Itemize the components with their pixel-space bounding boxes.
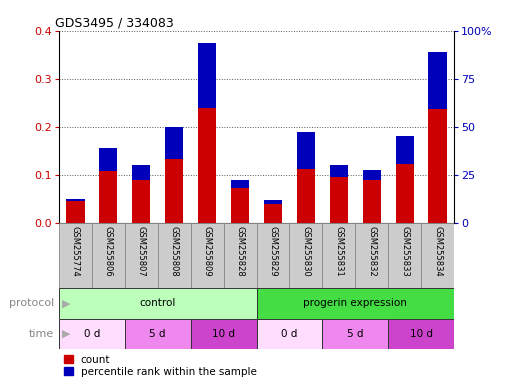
Bar: [264, 200, 282, 204]
Text: 10 d: 10 d: [409, 329, 432, 339]
Text: GSM255807: GSM255807: [137, 226, 146, 277]
Bar: [198, 43, 216, 223]
Bar: [256, 288, 454, 319]
Bar: [132, 165, 150, 223]
Text: 0 d: 0 d: [84, 329, 100, 339]
Bar: [289, 223, 322, 288]
Bar: [198, 43, 216, 108]
Text: ▶: ▶: [62, 298, 70, 308]
Text: 0 d: 0 d: [281, 329, 298, 339]
Text: time: time: [29, 329, 54, 339]
Text: GSM255832: GSM255832: [367, 226, 376, 277]
Bar: [165, 127, 183, 159]
Text: GSM255774: GSM255774: [71, 226, 80, 277]
Bar: [224, 223, 256, 288]
Bar: [191, 319, 256, 349]
Bar: [264, 200, 282, 223]
Bar: [256, 319, 322, 349]
Text: 5 d: 5 d: [149, 329, 166, 339]
Bar: [100, 148, 117, 223]
Text: GSM255833: GSM255833: [400, 226, 409, 277]
Text: control: control: [140, 298, 176, 308]
Bar: [59, 288, 256, 319]
Bar: [297, 131, 315, 223]
Bar: [59, 319, 125, 349]
Bar: [396, 136, 413, 164]
Bar: [191, 223, 224, 288]
Bar: [132, 165, 150, 180]
Bar: [59, 223, 92, 288]
Text: 5 d: 5 d: [347, 329, 364, 339]
Bar: [92, 223, 125, 288]
Bar: [322, 319, 388, 349]
Bar: [363, 170, 381, 223]
Text: GSM255828: GSM255828: [235, 226, 245, 277]
Bar: [428, 52, 447, 223]
Bar: [330, 165, 348, 177]
Bar: [388, 319, 454, 349]
Bar: [231, 180, 249, 223]
Bar: [330, 165, 348, 223]
Text: GSM255806: GSM255806: [104, 226, 113, 277]
Bar: [66, 199, 85, 223]
Legend: count, percentile rank within the sample: count, percentile rank within the sample: [64, 355, 256, 377]
Text: progerin expression: progerin expression: [303, 298, 407, 308]
Bar: [355, 223, 388, 288]
Text: protocol: protocol: [9, 298, 54, 308]
Bar: [421, 223, 454, 288]
Bar: [100, 148, 117, 171]
Bar: [297, 131, 315, 169]
Bar: [125, 319, 191, 349]
Bar: [363, 170, 381, 180]
Text: GSM255808: GSM255808: [170, 226, 179, 277]
Bar: [66, 199, 85, 201]
Text: ▶: ▶: [62, 329, 70, 339]
Bar: [125, 223, 158, 288]
Bar: [428, 52, 447, 109]
Text: GSM255831: GSM255831: [334, 226, 343, 277]
Bar: [231, 180, 249, 188]
Bar: [256, 223, 289, 288]
Text: GDS3495 / 334083: GDS3495 / 334083: [55, 17, 174, 30]
Bar: [396, 136, 413, 223]
Bar: [158, 223, 191, 288]
Text: 10 d: 10 d: [212, 329, 235, 339]
Text: GSM255830: GSM255830: [301, 226, 310, 277]
Text: GSM255829: GSM255829: [268, 226, 278, 276]
Bar: [388, 223, 421, 288]
Text: GSM255809: GSM255809: [203, 226, 212, 276]
Bar: [322, 223, 355, 288]
Bar: [165, 127, 183, 223]
Text: GSM255834: GSM255834: [433, 226, 442, 277]
